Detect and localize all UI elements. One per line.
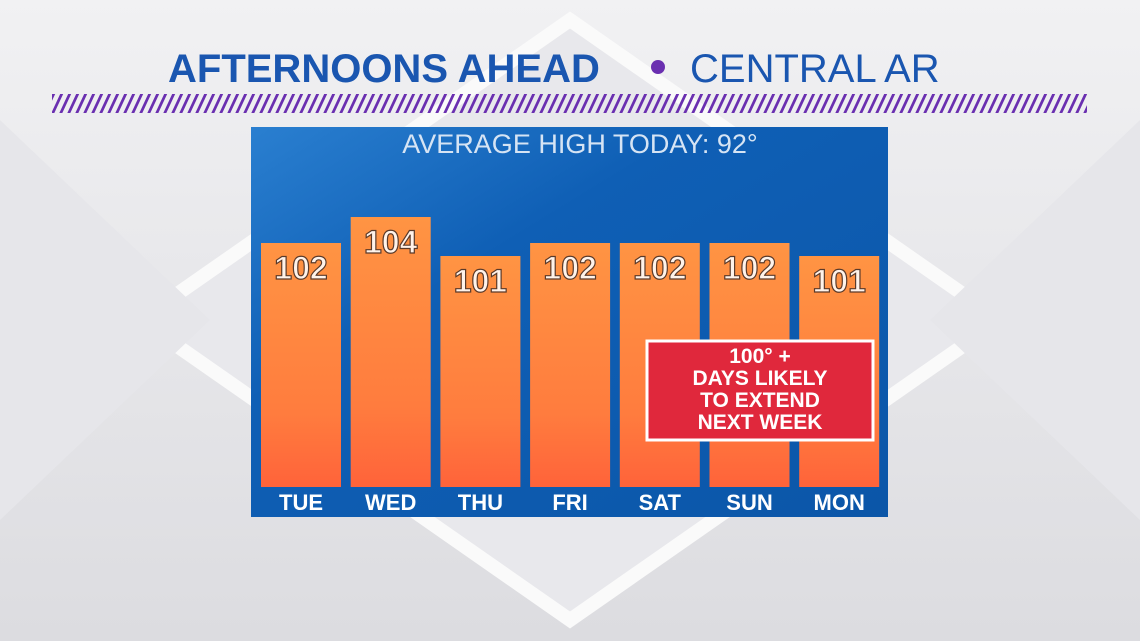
annotation: AVERAGE HIGH TODAY: 92°	[402, 129, 757, 159]
day-label: SAT	[639, 490, 682, 515]
separator-dot	[651, 60, 665, 74]
day-label: TUE	[279, 490, 323, 515]
callout-line: DAYS LIKELY	[693, 367, 828, 390]
value-label: 102	[543, 250, 596, 286]
day-label: SUN	[726, 490, 772, 515]
bar	[530, 243, 611, 487]
day-label: MON	[814, 490, 865, 515]
subtitle: CENTRAL AR	[690, 47, 940, 91]
value-label: 101	[813, 263, 866, 299]
day-label: WED	[365, 490, 416, 515]
hatch-strip	[52, 94, 1087, 113]
value-label: 102	[723, 250, 776, 286]
callout-line: TO EXTEND	[700, 389, 820, 412]
day-label: THU	[458, 490, 503, 515]
value-label: 104	[364, 224, 418, 260]
bar	[261, 243, 341, 487]
background-shape	[0, 120, 210, 520]
title: AFTERNOONS AHEAD	[168, 47, 600, 91]
background-shape	[930, 120, 1140, 520]
bar	[350, 217, 431, 487]
value-label: 102	[633, 250, 686, 286]
day-label: FRI	[552, 490, 587, 515]
callout-line: 100° +	[729, 345, 791, 368]
value-label: 102	[274, 250, 327, 286]
callout-line: NEXT WEEK	[698, 411, 823, 434]
bar	[440, 256, 521, 487]
callout-box	[645, 339, 875, 442]
value-label: 101	[454, 263, 507, 299]
